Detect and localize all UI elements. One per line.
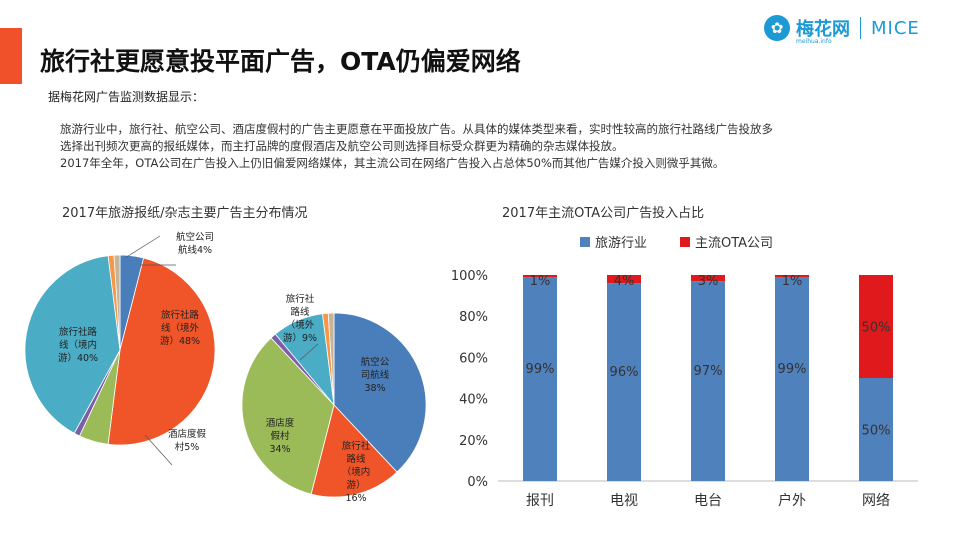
logo-divider bbox=[860, 17, 861, 39]
leader-line bbox=[124, 235, 161, 259]
y-tick-label: 0% bbox=[467, 475, 488, 490]
pie-slice bbox=[310, 404, 398, 498]
legend-swatch bbox=[580, 237, 590, 247]
legend-label: 主流OTA公司 bbox=[695, 236, 773, 251]
pie-charts: 航空公司航线4% 旅行社路线（境外游）48% 酒店度假村5% 旅行社路线（境内游）40… bbox=[24, 231, 427, 504]
logo-text: 梅花网 bbox=[796, 19, 850, 40]
bar-segment bbox=[691, 275, 725, 282]
bar-segment bbox=[523, 277, 557, 481]
y-tick-label: 20% bbox=[459, 434, 488, 449]
legend-label: 旅游行业 bbox=[595, 236, 647, 251]
y-tick-label: 40% bbox=[459, 393, 488, 408]
stacked-bar-chart: 旅游行业 主流OTA公司 0% 20% 40% 60% 80% 100% 99% 1% 报刊 96% 4… bbox=[451, 236, 918, 509]
pie-slice bbox=[241, 337, 335, 495]
x-tick-label: 报刊 bbox=[526, 493, 554, 509]
bar-chart-title: 2017年主流OTA公司广告投入占比 bbox=[502, 206, 705, 221]
pie-slice bbox=[333, 312, 427, 473]
leader-line bbox=[144, 434, 173, 466]
logo-mice: MICE bbox=[871, 17, 920, 39]
pie-data-label: 酒店度假村5% bbox=[168, 428, 207, 453]
intro-line: 旅游行业中，旅行社、航空公司、酒店度假村的广告主更愿意在平面投放广告。从具体的媒… bbox=[60, 122, 773, 136]
bar-segment bbox=[691, 281, 725, 481]
pie-data-label: 旅行社路线（境内游）40% bbox=[58, 326, 98, 364]
x-tick-label: 电台 bbox=[694, 493, 722, 509]
bar-data-label: 50% bbox=[862, 321, 891, 336]
y-tick-label: 100% bbox=[451, 269, 488, 284]
pie-data-label: 旅行社路线（境外游）48% bbox=[160, 309, 200, 347]
bar-segment bbox=[607, 275, 641, 284]
pie-slice bbox=[113, 254, 121, 351]
bar-segment bbox=[607, 283, 641, 481]
brand-logo: ✿ 梅花网 meihua.info MICE bbox=[764, 12, 920, 45]
pie-data-label: 旅行社路线（境外游）9% bbox=[283, 293, 317, 344]
page-title: 旅行社更愿意投平面广告，OTA仍偏爱网络 bbox=[40, 47, 521, 76]
bar-segment bbox=[859, 275, 893, 378]
bar-data-label: 97% bbox=[694, 364, 723, 379]
bar-data-label: 4% bbox=[614, 274, 635, 289]
bar-data-label: 50% bbox=[862, 424, 891, 439]
bar-data-label: 99% bbox=[778, 362, 807, 377]
bar-segment bbox=[775, 275, 809, 278]
legend-swatch bbox=[680, 237, 690, 247]
bar-segment bbox=[775, 277, 809, 481]
x-tick-label: 电视 bbox=[610, 493, 638, 509]
x-tick-label: 网络 bbox=[862, 493, 890, 509]
flower-icon: ✿ bbox=[764, 15, 790, 41]
x-tick-label: 户外 bbox=[778, 492, 806, 509]
pie-slice bbox=[24, 255, 121, 434]
title-accent-bar bbox=[0, 28, 22, 84]
y-tick-label: 80% bbox=[459, 310, 488, 325]
pie-data-label: 航空公司航线 38% bbox=[361, 356, 390, 394]
pie-chart-title: 2017年旅游报纸/杂志主要广告主分布情况 bbox=[62, 206, 308, 221]
bar-data-label: 3% bbox=[698, 274, 719, 289]
pie-slice bbox=[327, 312, 335, 406]
bar-data-label: 96% bbox=[610, 365, 639, 380]
pie-data-label: 酒店度假村 34% bbox=[266, 417, 295, 455]
bar-segment bbox=[859, 378, 893, 481]
pie-data-label: 航空公司航线4% bbox=[176, 231, 214, 256]
pie-slice bbox=[107, 257, 216, 446]
logo-subtext: meihua.info bbox=[796, 38, 832, 45]
bar-data-label: 99% bbox=[526, 362, 555, 377]
bar-data-label: 1% bbox=[530, 274, 551, 289]
intro-line: 选择出刊频次更高的报纸媒体，而主打品牌的度假酒店及航空公司则选择目标受众群更为精… bbox=[60, 139, 624, 153]
intro-paragraph: 旅游行业中，旅行社、航空公司、酒店度假村的广告主更愿意在平面投放广告。从具体的媒… bbox=[60, 121, 930, 172]
leader-line bbox=[299, 343, 319, 361]
bar-segment bbox=[523, 275, 557, 278]
y-tick-label: 60% bbox=[459, 351, 488, 366]
intro-line: 2017年全年，OTA公司在广告投入上仍旧偏爱网络媒体，其主流公司在网络广告投入… bbox=[60, 156, 725, 170]
bar-data-label: 1% bbox=[782, 274, 803, 289]
pie-data-label: 旅行社路线（境内游） 16% bbox=[342, 440, 371, 504]
intro-heading: 据梅花网广告监测数据显示： bbox=[48, 90, 205, 104]
